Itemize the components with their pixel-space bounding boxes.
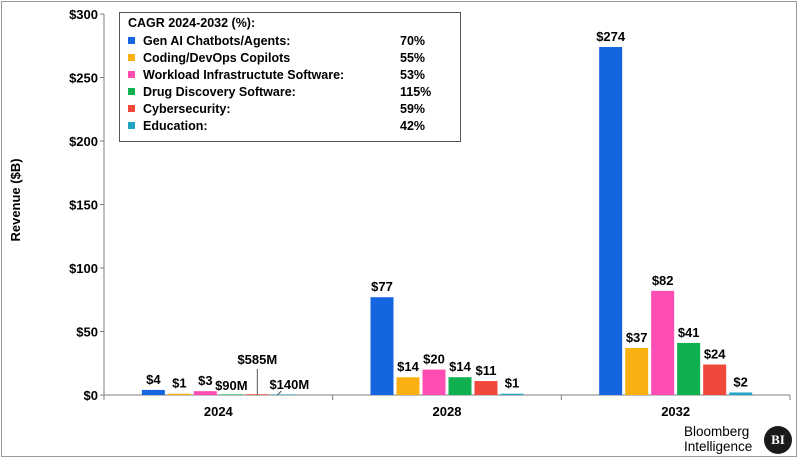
data-label: $41 [678,325,700,340]
data-label: $37 [626,330,648,345]
data-label: $1 [505,376,519,391]
bar [474,381,498,395]
legend-item: Gen AI Chatbots/Agents: 70% [128,32,452,49]
bi-logo-icon: BI [764,426,792,454]
legend-item: Cybersecurity: 59% [128,100,452,117]
data-label: $77 [371,279,393,294]
legend-label: Workload Infrastructute Software: [143,67,345,82]
legend-item: Workload Infrastructute Software: 53% [128,66,452,83]
bar [193,391,217,395]
legend-swatch [128,37,135,44]
legend-swatch [128,54,135,61]
bar [729,392,753,395]
legend-swatch [128,71,135,78]
bar [422,369,446,395]
data-label: $24 [704,347,726,362]
legend-swatch [128,88,135,95]
bar [396,377,420,395]
y-tick-label: $200 [69,134,98,149]
bar [599,47,623,396]
data-label: $140M [269,377,309,392]
legend-cagr-value: 115% [400,84,432,99]
data-label: $585M [237,352,277,367]
legend-cagr-value: 53% [400,67,426,82]
legend-label: Coding/DevOps Copilots [143,50,291,65]
y-tick-label: $150 [69,198,98,213]
brand-line-1: Bloomberg [684,424,750,439]
brand-name: Bloomberg Intelligence [684,424,752,454]
legend-cagr-value: 70% [400,33,426,48]
bar [448,377,472,395]
legend-cagr-value: 42% [400,118,426,133]
bar [141,389,165,395]
data-label: $3 [198,373,212,388]
bar [625,348,649,395]
legend-swatch [128,105,135,112]
x-category-label: 2028 [433,404,462,419]
bar [677,342,701,395]
data-label: $11 [476,363,497,378]
bar [651,290,675,395]
legend-item: Drug Discovery Software: 115% [128,83,452,100]
bar [500,393,524,395]
legend-cagr-value: 55% [400,50,426,65]
y-tick-label: $0 [84,388,98,403]
data-label: $274 [596,29,626,44]
legend-swatch [128,122,135,129]
x-category-label: 2032 [661,404,690,419]
y-tick-label: $300 [69,7,98,22]
brand-line-2: Intelligence [684,439,753,454]
bar [167,393,191,395]
x-category-label: 2024 [204,404,234,419]
chart-legend: CAGR 2024-2032 (%): Gen AI Chatbots/Agen… [119,12,461,142]
legend-title: CAGR 2024-2032 (%): [128,16,256,30]
legend-label: Gen AI Chatbots/Agents: [143,33,291,48]
legend-cagr-value: 59% [400,101,426,116]
legend-item: Education: 42% [128,117,452,134]
y-axis-title: Revenue ($B) [8,158,23,241]
data-label: $2 [733,374,747,389]
legend-item: Coding/DevOps Copilots 55% [128,49,452,66]
data-label: $90M [215,378,248,393]
legend-label: Drug Discovery Software: [143,84,296,99]
y-tick-label: $100 [69,261,98,276]
bar [271,394,295,395]
legend-label: Cybersecurity: [143,101,231,116]
bloomberg-intelligence-branding: Bloomberg Intelligence BI [684,424,794,458]
y-tick-label: $250 [69,71,98,86]
bar [219,394,243,395]
bar [703,364,727,395]
legend-label: Education: [143,118,208,133]
leader-line [276,390,282,396]
data-label: $4 [146,372,161,387]
data-label: $82 [652,273,674,288]
data-label: $20 [423,352,445,367]
data-label: $14 [449,359,471,374]
data-label: $14 [397,359,419,374]
bar [370,297,394,395]
data-label: $1 [172,376,186,391]
y-tick-label: $50 [76,325,98,340]
